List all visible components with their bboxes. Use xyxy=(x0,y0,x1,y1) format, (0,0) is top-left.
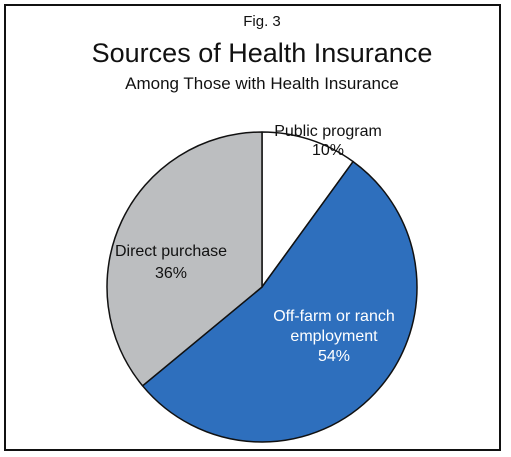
pie-label-direct-purchase: Direct purchase 36% xyxy=(115,243,227,282)
pie-slices xyxy=(106,131,418,443)
chart-title: Sources of Health Insurance xyxy=(92,38,433,68)
pie-slice-off-farm-or-ranch-employment xyxy=(141,160,418,443)
pie-labels: Public program 10% Off-farm or ranch employ… xyxy=(115,123,395,365)
pie-label-public-program: Public program 10% xyxy=(274,123,382,159)
pie-slice-public-program xyxy=(261,131,354,288)
pie-label-off-farm-or-ranch-employment: Off-farm or ranch employment 54% xyxy=(273,308,395,365)
pie-slice-direct-purchase xyxy=(106,131,263,387)
chart-subtitle: Among Those with Health Insurance xyxy=(125,74,399,93)
figure-label: Fig. 3 xyxy=(243,13,281,30)
figure-frame: Fig. 3 Sources of Health Insurance Among… xyxy=(4,4,501,451)
pie-chart: Fig. 3 Sources of Health Insurance Among… xyxy=(92,13,433,443)
